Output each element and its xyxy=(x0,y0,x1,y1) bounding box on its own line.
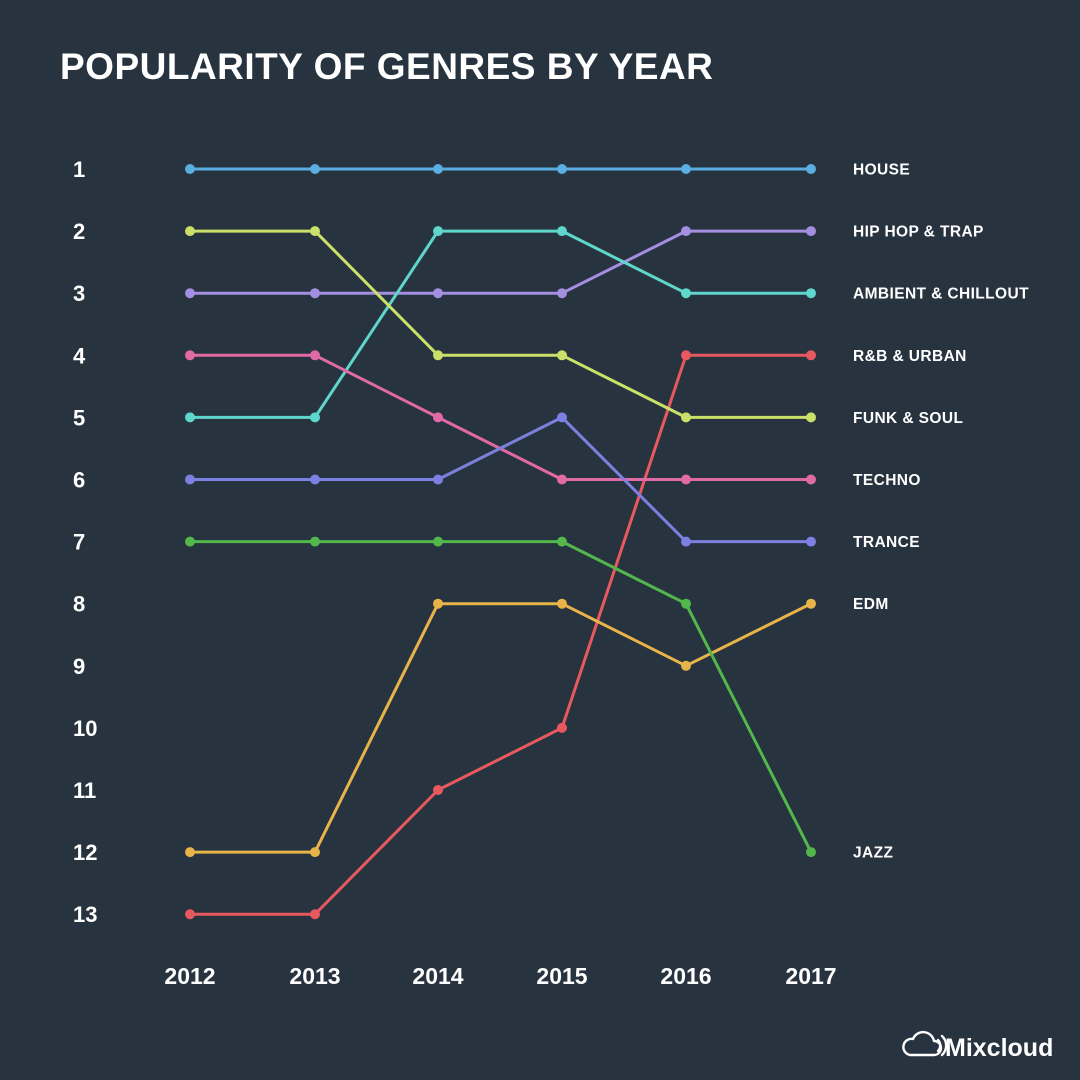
chart-title: POPULARITY OF GENRES BY YEAR xyxy=(60,46,713,87)
series-line-hip-hop-and-trap xyxy=(188,229,813,295)
data-point-trance-2012 xyxy=(185,474,195,485)
y-tick-label-1: 1 xyxy=(73,157,85,182)
legend-label-house: HOUSE xyxy=(853,162,910,179)
x-tick-label-2013: 2013 xyxy=(289,963,340,989)
x-tick-label-2015: 2015 xyxy=(536,963,587,989)
data-point-house-2016 xyxy=(681,164,691,174)
series-line-ambient-and-chillout xyxy=(188,229,813,419)
x-tick-label-2012: 2012 xyxy=(164,963,215,989)
y-tick-label-4: 4 xyxy=(73,343,86,368)
y-tick-label-5: 5 xyxy=(73,405,85,430)
data-point-hip-hop-and-trap-2016 xyxy=(681,226,691,237)
y-tick-label-8: 8 xyxy=(73,592,85,617)
data-point-ambient-and-chillout-2015 xyxy=(557,226,567,237)
data-point-randb-and-urban-2013 xyxy=(310,909,320,920)
data-point-trance-2016 xyxy=(681,536,691,547)
cloud-icon xyxy=(902,1030,948,1057)
data-point-hip-hop-and-trap-2014 xyxy=(433,288,443,299)
data-point-randb-and-urban-2014 xyxy=(433,785,443,795)
data-point-jazz-2013 xyxy=(310,536,320,547)
data-point-funk-and-soul-2012 xyxy=(185,226,195,237)
data-point-randb-and-urban-2017 xyxy=(806,350,816,361)
data-point-randb-and-urban-2016 xyxy=(681,350,691,361)
data-point-house-2013 xyxy=(310,164,320,174)
series-line-edm xyxy=(188,602,813,854)
legend-label-edm: EDM xyxy=(853,596,889,613)
legend-label-trance: TRANCE xyxy=(853,534,920,551)
data-point-ambient-and-chillout-2013 xyxy=(310,412,320,423)
data-point-edm-2016 xyxy=(681,660,691,671)
legend-label-techno: TECHNO xyxy=(853,472,921,489)
data-point-ambient-and-chillout-2012 xyxy=(185,412,195,423)
data-point-house-2017 xyxy=(806,164,816,174)
data-point-jazz-2017 xyxy=(806,847,816,858)
y-tick-label-11: 11 xyxy=(73,778,96,803)
y-tick-label-12: 12 xyxy=(73,840,97,865)
series-line-trance xyxy=(188,415,813,544)
data-point-jazz-2014 xyxy=(433,536,443,547)
data-point-trance-2017 xyxy=(806,536,816,547)
data-point-techno-2012 xyxy=(185,350,195,361)
data-point-funk-and-soul-2014 xyxy=(433,350,443,361)
mixcloud-wordmark: Mixcloud xyxy=(945,1034,1053,1062)
legend-label-randb-and-urban: R&B & URBAN xyxy=(853,348,967,365)
y-tick-label-2: 2 xyxy=(73,219,85,244)
x-axis-ticks: 2012 2013 2014 2015 2016 2017 xyxy=(164,963,836,989)
data-point-ambient-and-chillout-2014 xyxy=(433,226,443,237)
data-point-randb-and-urban-2015 xyxy=(557,722,567,733)
data-point-ambient-and-chillout-2017 xyxy=(806,288,816,299)
data-point-house-2015 xyxy=(557,164,567,174)
data-point-hip-hop-and-trap-2017 xyxy=(806,226,816,237)
series-line-jazz xyxy=(188,540,813,854)
y-tick-label-7: 7 xyxy=(73,530,85,555)
y-tick-label-3: 3 xyxy=(73,281,85,306)
data-point-house-2012 xyxy=(185,164,195,174)
y-tick-label-6: 6 xyxy=(73,468,85,493)
data-point-trance-2015 xyxy=(557,412,567,423)
data-point-edm-2014 xyxy=(433,598,443,609)
data-point-hip-hop-and-trap-2012 xyxy=(185,288,195,299)
data-point-edm-2017 xyxy=(806,598,816,609)
data-point-jazz-2012 xyxy=(185,536,195,547)
data-point-techno-2017 xyxy=(806,474,816,485)
legend-label-jazz: JAZZ xyxy=(853,845,893,862)
series-line-randb-and-urban xyxy=(188,353,813,916)
series-line-funk-and-soul xyxy=(188,229,813,419)
data-point-techno-2015 xyxy=(557,474,567,485)
data-point-edm-2012 xyxy=(185,847,195,858)
data-point-hip-hop-and-trap-2013 xyxy=(310,288,320,299)
y-tick-label-9: 9 xyxy=(73,654,85,679)
data-point-house-2014 xyxy=(433,164,443,174)
legend-label-ambient-and-chillout: AMBIENT & CHILLOUT xyxy=(853,286,1029,303)
data-point-ambient-and-chillout-2016 xyxy=(681,288,691,299)
data-point-funk-and-soul-2017 xyxy=(806,412,816,423)
series-points xyxy=(185,164,816,920)
data-point-trance-2013 xyxy=(310,474,320,485)
data-point-techno-2013 xyxy=(310,350,320,361)
legend: HOUSE HIP HOP & TRAP AMBIENT & CHILLOUT R&B… xyxy=(853,162,1029,862)
legend-label-hip-hop-and-trap: HIP HOP & TRAP xyxy=(853,224,984,241)
data-point-edm-2015 xyxy=(557,598,567,609)
y-tick-label-10: 10 xyxy=(73,716,97,741)
data-point-funk-and-soul-2016 xyxy=(681,412,691,423)
x-tick-label-2017: 2017 xyxy=(785,963,836,989)
x-tick-label-2016: 2016 xyxy=(660,963,711,989)
data-point-jazz-2016 xyxy=(681,598,691,609)
data-point-randb-and-urban-2012 xyxy=(185,909,195,920)
legend-label-funk-and-soul: FUNK & SOUL xyxy=(853,410,963,427)
data-point-hip-hop-and-trap-2015 xyxy=(557,288,567,299)
y-tick-label-13: 13 xyxy=(73,902,97,927)
data-point-funk-and-soul-2015 xyxy=(557,350,567,361)
x-tick-label-2014: 2014 xyxy=(412,963,463,989)
series-lines xyxy=(188,167,813,916)
mixcloud-logo: Mixcloud xyxy=(902,1030,1053,1062)
data-point-jazz-2015 xyxy=(557,536,567,547)
data-point-trance-2014 xyxy=(433,474,443,485)
data-point-techno-2016 xyxy=(681,474,691,485)
data-point-techno-2014 xyxy=(433,412,443,423)
data-point-funk-and-soul-2013 xyxy=(310,226,320,237)
data-point-edm-2013 xyxy=(310,847,320,858)
